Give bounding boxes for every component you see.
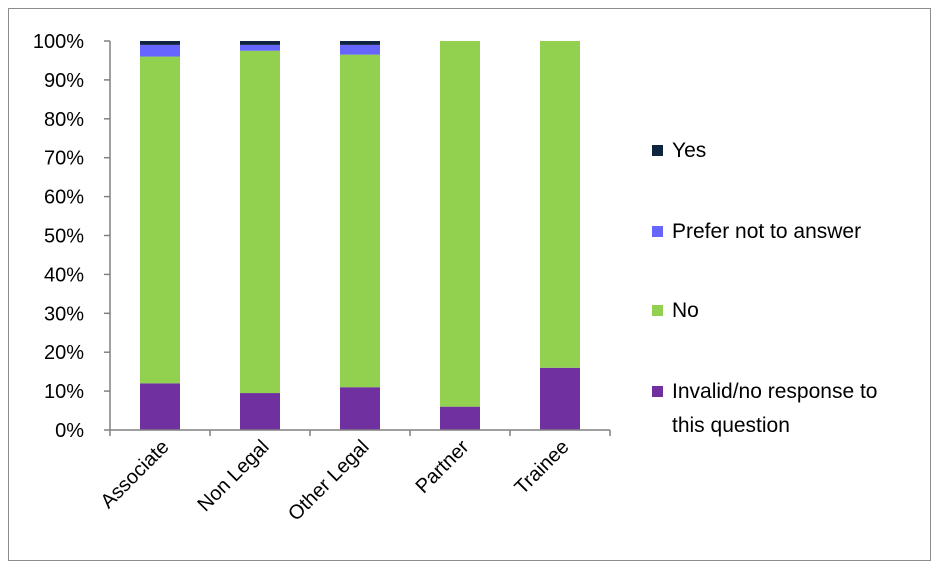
x-tick-label-trainee: Trainee	[511, 436, 574, 499]
x-tick-label-non-legal: Non Legal	[193, 436, 273, 516]
legend-swatch	[652, 226, 663, 237]
y-tick-label: 10%	[44, 381, 84, 403]
bar-other-legal-series-0	[340, 387, 380, 430]
y-tick-label: 40%	[44, 264, 84, 286]
legend-swatch	[652, 305, 663, 316]
bar-associate-series-2	[140, 44, 180, 57]
bar-non-legal-series-0	[240, 393, 280, 430]
x-tick-label-other-legal: Other Legal	[284, 436, 373, 525]
legend-label: Prefer not to answer	[672, 220, 861, 243]
bar-associate-series-1	[140, 56, 180, 384]
bar-non-legal-series-2	[240, 44, 280, 51]
x-tick-label-partner: Partner	[412, 436, 474, 498]
bars-group	[140, 41, 580, 430]
bar-other-legal-series-1	[340, 54, 380, 388]
y-tick-label: 30%	[44, 303, 84, 325]
y-tick-label: 20%	[44, 342, 84, 364]
legend: Yes Prefer not to answer No Invalid/no resp…	[652, 139, 877, 437]
y-tick-label: 80%	[44, 109, 84, 131]
legend-label: No	[672, 299, 699, 322]
y-tick-label: 60%	[44, 187, 84, 209]
y-tick-label: 50%	[44, 226, 84, 248]
bar-trainee-series-0	[540, 367, 580, 430]
axes-group: 0% 10% 20% 30% 40% 50% 60% 70% 80% 90% 100% Associa…	[33, 31, 611, 525]
legend-label-line2: this question	[672, 414, 790, 437]
y-tick-label: 90%	[44, 70, 84, 92]
bar-trainee-series-1	[540, 41, 580, 368]
bar-non-legal-series-1	[240, 50, 280, 394]
bar-partner-series-1	[440, 41, 480, 407]
bar-other-legal-series-3	[340, 41, 380, 45]
bar-partner-series-0	[440, 406, 480, 430]
bar-associate-series-0	[140, 383, 180, 430]
legend-swatch	[652, 386, 663, 397]
y-tick-label: 100%	[33, 31, 84, 53]
bar-associate-series-3	[140, 41, 180, 45]
y-tick-label: 70%	[44, 148, 84, 170]
bar-non-legal-series-3	[240, 41, 280, 45]
legend-swatch	[652, 145, 663, 156]
legend-label: Invalid/no response to	[672, 380, 877, 403]
bar-other-legal-series-2	[340, 44, 380, 55]
legend-label: Yes	[672, 139, 706, 162]
y-tick-label: 0%	[55, 420, 84, 442]
x-tick-label-associate: Associate	[97, 436, 174, 513]
